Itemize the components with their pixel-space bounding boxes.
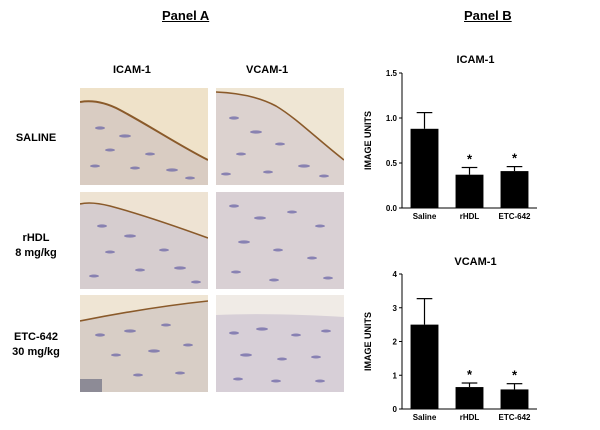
significance-marker: * bbox=[512, 368, 518, 383]
bar-3 bbox=[500, 171, 529, 208]
significance-marker: * bbox=[512, 151, 518, 166]
row-label-etc642: ETC-642 30 mg/kg bbox=[6, 330, 66, 360]
icam-bar-chart: ICAM-1 IMAGE UNITS 0.0 0.5 1.0 1.5 Saline * rHDL… bbox=[363, 54, 537, 220]
row-label-line: ETC-642 bbox=[13, 331, 59, 343]
bar-1 bbox=[410, 128, 439, 208]
x-tick-label: Saline bbox=[413, 413, 437, 422]
chart-title: VCAM-1 bbox=[454, 256, 496, 268]
y-tick-label: 1.0 bbox=[386, 114, 398, 123]
micrograph-saline-icam bbox=[80, 88, 208, 185]
bar-3 bbox=[500, 389, 529, 409]
x-tick-label: rHDL bbox=[460, 413, 480, 422]
row-label-saline: SALINE bbox=[6, 131, 66, 146]
x-tick-label: ETC-642 bbox=[498, 212, 531, 220]
bar-2 bbox=[455, 387, 484, 409]
micrograph-etc642-icam bbox=[80, 295, 208, 392]
micrograph-rhdl-icam bbox=[80, 192, 208, 289]
micrograph-etc642-vcam bbox=[216, 295, 344, 392]
x-tick-label: ETC-642 bbox=[498, 413, 531, 422]
bar-2 bbox=[455, 174, 484, 208]
y-tick-label: 0.5 bbox=[386, 159, 398, 168]
significance-marker: * bbox=[467, 367, 473, 382]
significance-marker: * bbox=[467, 152, 473, 167]
x-tick-label: Saline bbox=[413, 212, 437, 220]
row-label-line: SALINE bbox=[15, 132, 57, 144]
micrograph-rhdl-vcam bbox=[216, 192, 344, 289]
y-axis-label: IMAGE UNITS bbox=[363, 111, 373, 170]
y-tick-label: 3 bbox=[393, 304, 398, 313]
panel-a-title: Panel A bbox=[162, 8, 210, 23]
column-header-icam: ICAM-1 bbox=[113, 64, 151, 76]
vcam-bar-chart: VCAM-1 IMAGE UNITS 0 1 2 3 4 Saline * rHDL * ETC-64… bbox=[363, 256, 537, 422]
y-tick-label: 0.0 bbox=[386, 204, 398, 213]
y-tick-label: 4 bbox=[393, 270, 398, 279]
y-tick-label: 2 bbox=[393, 338, 398, 347]
row-label-line: rHDL bbox=[22, 232, 50, 244]
panel-b-title: Panel B bbox=[464, 8, 512, 23]
row-label-rhdl: rHDL 8 mg/kg bbox=[6, 231, 66, 261]
x-tick-label: rHDL bbox=[460, 212, 480, 220]
micrograph-saline-vcam bbox=[216, 88, 344, 185]
row-label-dose: 30 mg/kg bbox=[12, 346, 60, 358]
chart-title: ICAM-1 bbox=[457, 54, 495, 66]
y-tick-label: 0 bbox=[393, 405, 398, 414]
y-tick-label: 1 bbox=[393, 371, 398, 380]
bar-1 bbox=[410, 324, 439, 409]
y-tick-label: 1.5 bbox=[386, 69, 398, 78]
column-header-vcam: VCAM-1 bbox=[246, 64, 289, 76]
row-label-dose: 8 mg/kg bbox=[15, 247, 57, 259]
y-axis-label: IMAGE UNITS bbox=[363, 312, 373, 371]
